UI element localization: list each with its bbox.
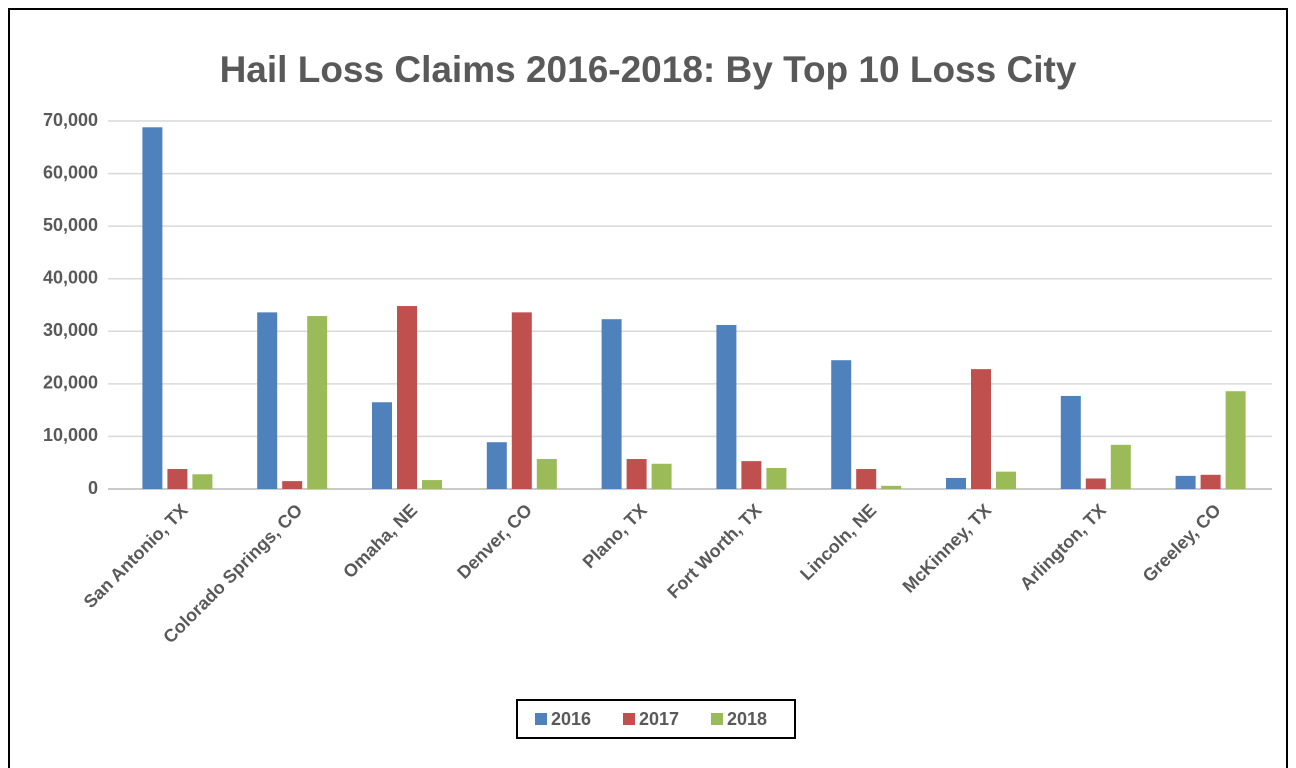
bar [856,469,877,489]
bar [1225,391,1246,489]
legend-label: 2018 [727,709,767,729]
chart-title: Hail Loss Claims 2016-2018: By Top 10 Lo… [220,49,1077,90]
bar [397,306,417,489]
bar [766,467,787,489]
bar [716,324,737,489]
bar [971,369,991,489]
bar [626,459,647,489]
bar [1110,444,1131,489]
bar [831,360,852,489]
bar [946,477,966,489]
bar [192,474,213,489]
bar [167,469,188,489]
bar [372,402,392,489]
legend-swatch [711,713,723,725]
bar [881,485,902,489]
bar [996,471,1016,489]
legend-swatch [535,713,547,725]
y-tick-label: 0 [88,478,98,498]
bar [257,312,278,489]
bar [142,127,163,490]
legend-swatch [623,713,635,725]
bar [601,319,622,489]
bar [511,312,532,489]
legend-box [516,699,796,739]
chart-frame [8,8,1288,768]
legend-label: 2016 [551,709,591,729]
y-tick-label: 20,000 [43,373,98,393]
bar [536,459,557,489]
y-tick-label: 70,000 [43,110,98,130]
bar [741,461,762,489]
y-tick-label: 30,000 [43,320,98,340]
legend-label: 2017 [639,709,679,729]
y-tick-label: 60,000 [43,162,98,182]
bar [651,463,672,489]
bar [307,316,328,489]
bar [1060,395,1081,489]
bar [486,442,507,489]
bar [422,480,442,489]
y-tick-label: 40,000 [43,267,98,287]
bar [1200,474,1221,489]
bar [1175,475,1196,489]
y-tick-label: 50,000 [43,215,98,235]
y-tick-label: 10,000 [43,425,98,445]
bar [1085,478,1106,489]
bar [282,481,303,489]
